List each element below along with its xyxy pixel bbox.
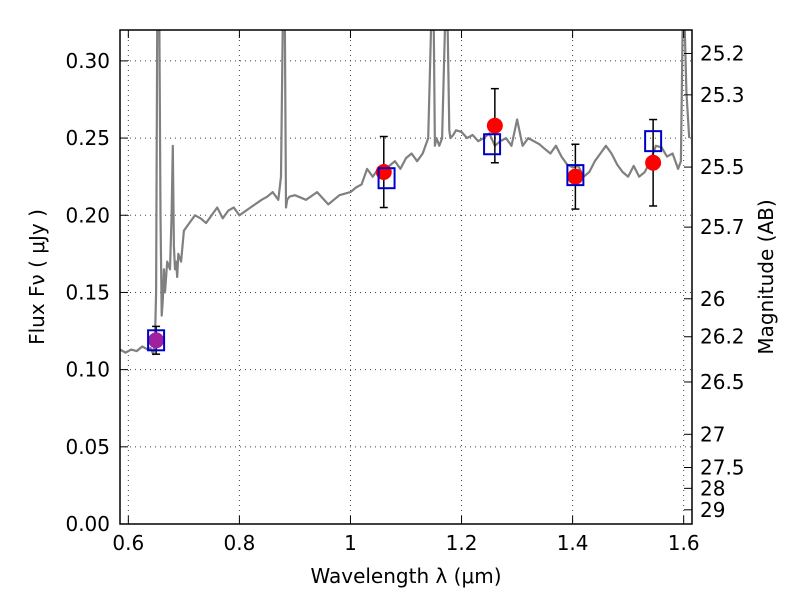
mag-tick-label: 25.7 — [700, 215, 745, 239]
y-tick-label: 0.20 — [65, 203, 110, 227]
spectrum-line — [120, 30, 691, 356]
observed-point — [148, 332, 165, 349]
mag-tick-label: 25.5 — [700, 155, 745, 179]
y-tick-label: 0.10 — [65, 358, 110, 382]
x-tick-label: 1.6 — [668, 531, 700, 555]
x-tick-label: 0.6 — [112, 531, 144, 555]
ticks-layer: 0.6 0.8 1 1.2 1.4 1.6 0.00 0.05 0.10 0.15 0.20 0.25… — [65, 30, 745, 555]
x-tick-label: 1.4 — [557, 531, 589, 555]
observed-point — [567, 168, 584, 185]
mag-tick-label: 26 — [700, 287, 725, 311]
y-tick-label: 0.05 — [65, 435, 110, 459]
y-tick-label: 0.30 — [65, 49, 110, 73]
points-layer — [147, 87, 663, 355]
mag-tick-label: 26.2 — [700, 325, 745, 349]
model-point — [644, 130, 663, 153]
x-axis-label: Wavelength λ (μm) — [310, 564, 501, 588]
mag-tick-label: 29 — [700, 498, 725, 522]
x-tick-label: 1.2 — [446, 531, 478, 555]
mag-tick-label: 27 — [700, 422, 725, 446]
model-point — [483, 133, 502, 156]
observed-point — [645, 154, 662, 171]
x-tick-label: 0.8 — [223, 531, 255, 555]
mag-tick-label: 26.5 — [700, 370, 745, 394]
y-tick-label: 0.25 — [65, 126, 110, 150]
y-axis-label: Flux Fν ( μJy ) — [25, 209, 49, 345]
spectrum-layer — [120, 30, 691, 356]
model-point — [566, 164, 585, 187]
y-tick-label: 0.00 — [65, 512, 110, 536]
y-tick-label: 0.15 — [65, 280, 110, 304]
mag-tick-label: 28 — [700, 476, 725, 500]
model-point — [147, 329, 166, 352]
plot-frame — [119, 29, 693, 525]
y2-axis-label: Magnitude (AB) — [754, 199, 778, 354]
grid — [120, 30, 692, 525]
mag-tick-label: 27.5 — [700, 455, 745, 479]
mag-tick-label: 25.2 — [700, 41, 745, 65]
mag-tick-label: 25.3 — [700, 83, 745, 107]
observed-point — [486, 117, 503, 134]
x-tick-label: 1 — [344, 531, 357, 555]
model-point — [377, 167, 396, 190]
